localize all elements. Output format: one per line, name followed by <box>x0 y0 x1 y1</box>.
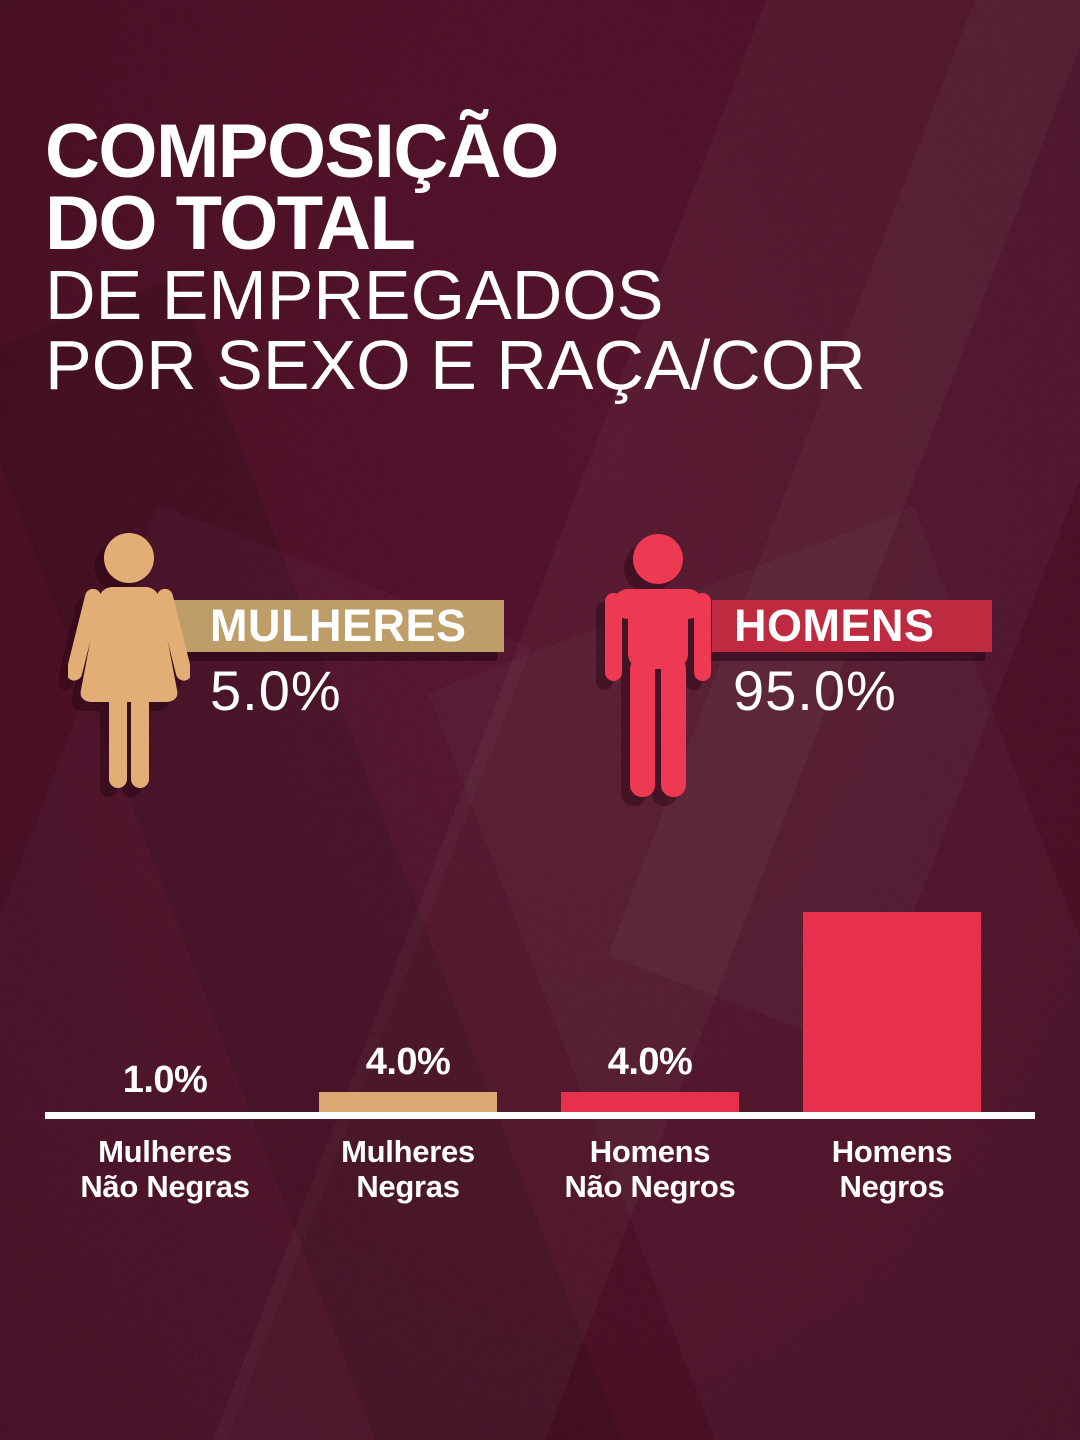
bar-value-label: 1.0% <box>122 1059 208 1101</box>
men-label-banner: HOMENS <box>712 600 992 652</box>
diagonal-band <box>0 278 929 1440</box>
category-line: Mulheres <box>98 1134 232 1169</box>
man-pictogram-icon <box>605 534 711 797</box>
category-label-mulheres-nao-negras: Mulheres Não Negras <box>41 1134 289 1204</box>
women-label-banner: MULHERES <box>173 600 504 652</box>
category-label-mulheres-negras: Mulheres Negras <box>284 1134 532 1204</box>
title-line-2: DO TOTAL <box>45 181 416 266</box>
bar-homens-negros <box>803 912 981 1112</box>
woman-pictogram-icon <box>68 533 190 788</box>
bar-column-mulheres-nao-negras: 1.0% <box>41 898 289 1112</box>
bar-column-mulheres-negras: 4.0% <box>284 898 532 1112</box>
title-line-4: POR SEXO E RAÇA/COR <box>45 326 866 404</box>
title-line-1: COMPOSIÇÃO <box>45 109 559 194</box>
chart-baseline <box>45 1112 1035 1119</box>
bar-column-homens-nao-negros: 4.0% <box>526 898 774 1112</box>
category-line: Homens <box>831 1134 953 1169</box>
bar-mulheres-negras <box>319 1092 497 1112</box>
category-label-homens-negros: Homens Negros <box>768 1134 1016 1204</box>
category-line: Negras <box>356 1169 460 1204</box>
bar-value-label: 4.0% <box>607 1041 693 1083</box>
women-label: MULHERES <box>210 600 467 651</box>
category-line: Mulheres <box>341 1134 475 1169</box>
men-label: HOMENS <box>734 600 935 651</box>
category-line: Não Negros <box>564 1169 736 1204</box>
category-line: Não Negras <box>80 1169 250 1204</box>
page-title: COMPOSIÇÃO DO TOTAL DE EMPREGADOS POR SE… <box>45 109 866 404</box>
bar-column-homens-negros: 91.0% <box>768 898 1016 1112</box>
title-line-3: DE EMPREGADOS <box>45 256 664 334</box>
men-percentage: 95.0% <box>733 659 897 722</box>
category-label-homens-nao-negros: Homens Não Negros <box>526 1134 774 1204</box>
bar-value-label: 4.0% <box>365 1041 451 1083</box>
bar-homens-nao-negros <box>561 1092 739 1112</box>
women-percentage: 5.0% <box>210 659 342 722</box>
category-line: Negros <box>839 1169 945 1204</box>
category-line: Homens <box>589 1134 711 1169</box>
